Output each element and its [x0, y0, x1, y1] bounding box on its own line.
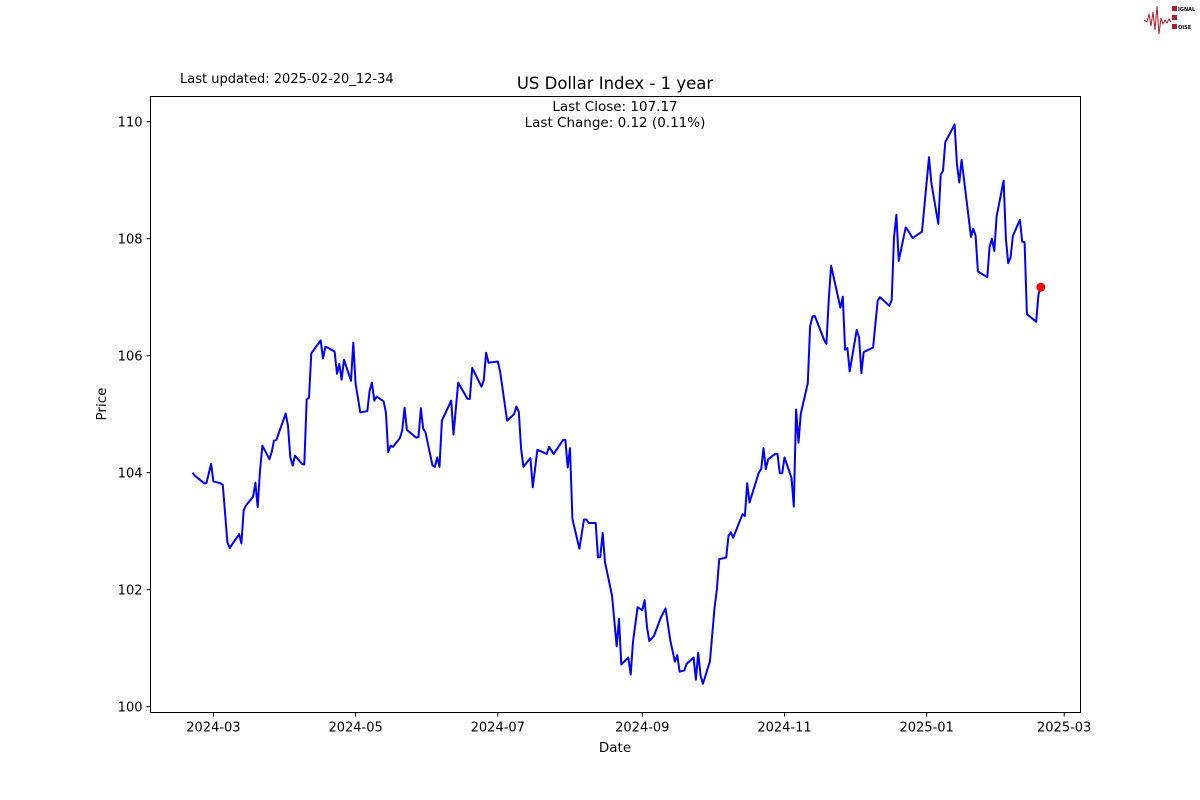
x-tick-label: 2024-03: [186, 721, 240, 736]
x-tick-label: 2025-01: [900, 721, 954, 736]
last-close-marker: [1036, 282, 1046, 292]
last-change-annotation: Last Change: 0.12 (0.11%): [525, 115, 706, 131]
x-tick-label: 2024-09: [615, 721, 669, 736]
signal-2-noise-logo: IGNAL OISE: [1143, 5, 1196, 35]
svg-text:IGNAL: IGNAL: [1178, 7, 1196, 13]
chart-title: US Dollar Index - 1 year: [517, 74, 714, 93]
x-tick-label: 2024-07: [471, 721, 525, 736]
y-tick-label: 106: [118, 350, 143, 365]
x-tick-label: 2024-05: [328, 721, 382, 736]
x-axis-label: Date: [599, 740, 631, 756]
y-tick-label: 100: [118, 701, 143, 716]
x-tick-label: 2024-11: [757, 721, 811, 736]
y-axis-label: Price: [94, 388, 110, 421]
y-tick-label: 110: [118, 116, 143, 131]
last-updated-label: Last updated: 2025-02-20_12-34: [180, 72, 394, 87]
plot-frame: [150, 96, 1081, 713]
svg-text:OISE: OISE: [1178, 25, 1192, 31]
y-tick-label: 102: [118, 584, 143, 599]
last-close-annotation: Last Close: 107.17: [552, 99, 677, 115]
logo-waveform-icon: [1143, 5, 1172, 35]
y-tick-label: 104: [118, 467, 143, 482]
x-tick-label: 2025-03: [1037, 721, 1091, 736]
price-line: [191, 123, 1042, 685]
y-tick-label: 108: [118, 233, 143, 248]
